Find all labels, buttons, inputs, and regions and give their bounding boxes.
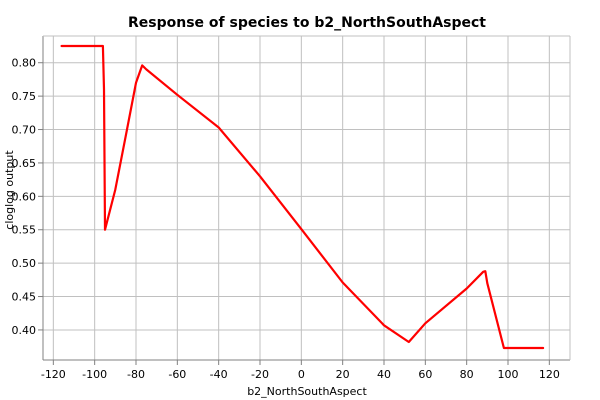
y-tick-label: 0.50 — [12, 257, 37, 270]
x-tick-label: 40 — [377, 368, 391, 381]
y-axis-ticks: 0.40 0.45 0.50 0.55 0.60 0.65 0.70 0.75 0.80 — [12, 57, 43, 337]
x-tick-label: 60 — [418, 368, 432, 381]
chart-title: Response of species to b2_NorthSouthAspe… — [128, 15, 486, 31]
grid — [43, 36, 570, 360]
x-axis-label: b2_NorthSouthAspect — [247, 385, 367, 398]
x-tick-label: -40 — [210, 368, 228, 381]
y-tick-label: 0.70 — [12, 124, 37, 137]
axes — [42, 35, 571, 361]
x-tick-label: 100 — [498, 368, 519, 381]
y-tick-label: 0.45 — [12, 291, 37, 304]
response-curve-line — [60, 44, 545, 350]
y-tick-label: 0.40 — [12, 324, 37, 337]
y-axis-label: cloglog output — [3, 150, 16, 230]
y-tick-label: 0.65 — [12, 157, 37, 170]
y-tick-label: 0.55 — [12, 224, 37, 237]
y-tick-label: 0.80 — [12, 57, 37, 70]
y-tick-label: 0.75 — [12, 90, 37, 103]
x-tick-label: 80 — [460, 368, 474, 381]
x-tick-label: 0 — [298, 368, 305, 381]
x-tick-label: 120 — [539, 368, 560, 381]
x-tick-label: -100 — [82, 368, 107, 381]
x-tick-label: -80 — [127, 368, 145, 381]
x-tick-label: -120 — [41, 368, 66, 381]
x-axis-ticks: -120 -100 -80 -60 -40 -20 0 20 40 60 80 100 120 — [41, 360, 560, 381]
x-tick-label: -20 — [251, 368, 269, 381]
y-tick-label: 0.60 — [12, 190, 37, 203]
x-tick-label: -60 — [168, 368, 186, 381]
x-tick-label: 20 — [336, 368, 350, 381]
series-layer — [60, 44, 545, 350]
